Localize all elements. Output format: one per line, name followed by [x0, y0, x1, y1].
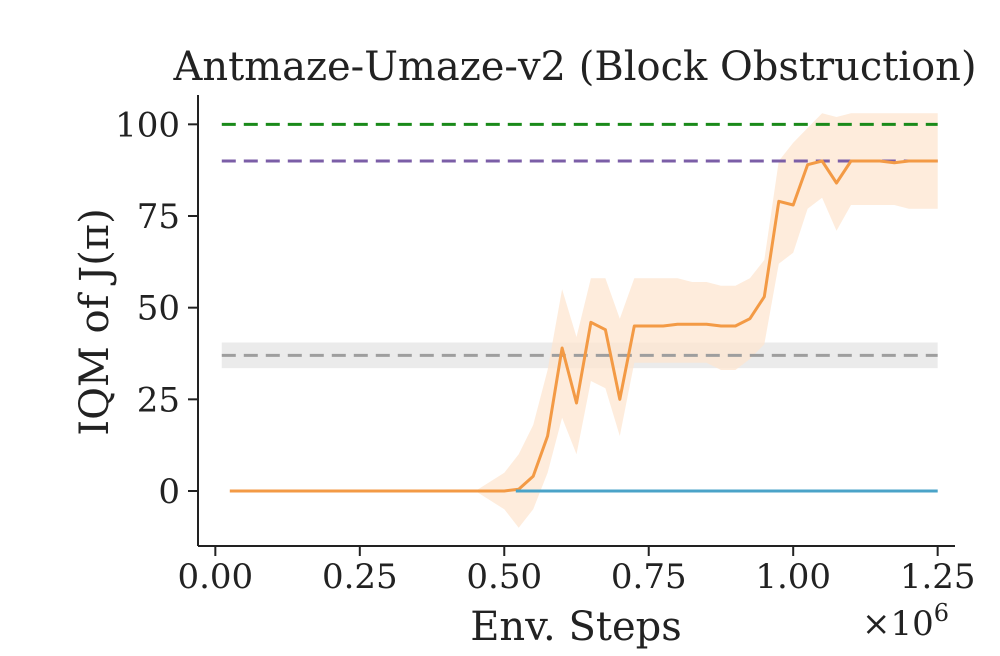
y-axis-label: IQM of J(π) — [72, 208, 118, 435]
x-tick-label: 0.75 — [611, 557, 687, 597]
x-tick-label: 0.25 — [322, 557, 398, 597]
x-tick-label: 1.00 — [755, 557, 831, 597]
x-ticks: 0.00 0.25 0.50 0.75 1.00 1.25 — [177, 546, 976, 597]
x-multiplier: ×106 — [862, 599, 949, 644]
y-tick-label: 50 — [137, 289, 180, 329]
series-0-band — [229, 113, 938, 528]
x-tick-label: 0.00 — [177, 557, 253, 597]
y-tick-label: 25 — [137, 380, 180, 420]
y-tick-label: 100 — [115, 105, 180, 145]
x-axis-label: Env. Steps — [470, 604, 682, 650]
y-tick-label: 0 — [158, 472, 180, 512]
series-0-line — [229, 159, 938, 493]
plot-area — [221, 113, 938, 528]
x-multiplier-base: ×10 — [862, 604, 934, 644]
chart-title: Antmaze-Umaze-v2 (Block Obstruction) — [172, 44, 976, 90]
x-multiplier-exponent: 6 — [934, 599, 949, 627]
x-tick-label: 0.50 — [466, 557, 542, 597]
y-ticks: 0 25 50 75 100 — [115, 105, 198, 512]
x-tick-label: 1.25 — [900, 557, 976, 597]
y-tick-label: 75 — [137, 197, 180, 237]
